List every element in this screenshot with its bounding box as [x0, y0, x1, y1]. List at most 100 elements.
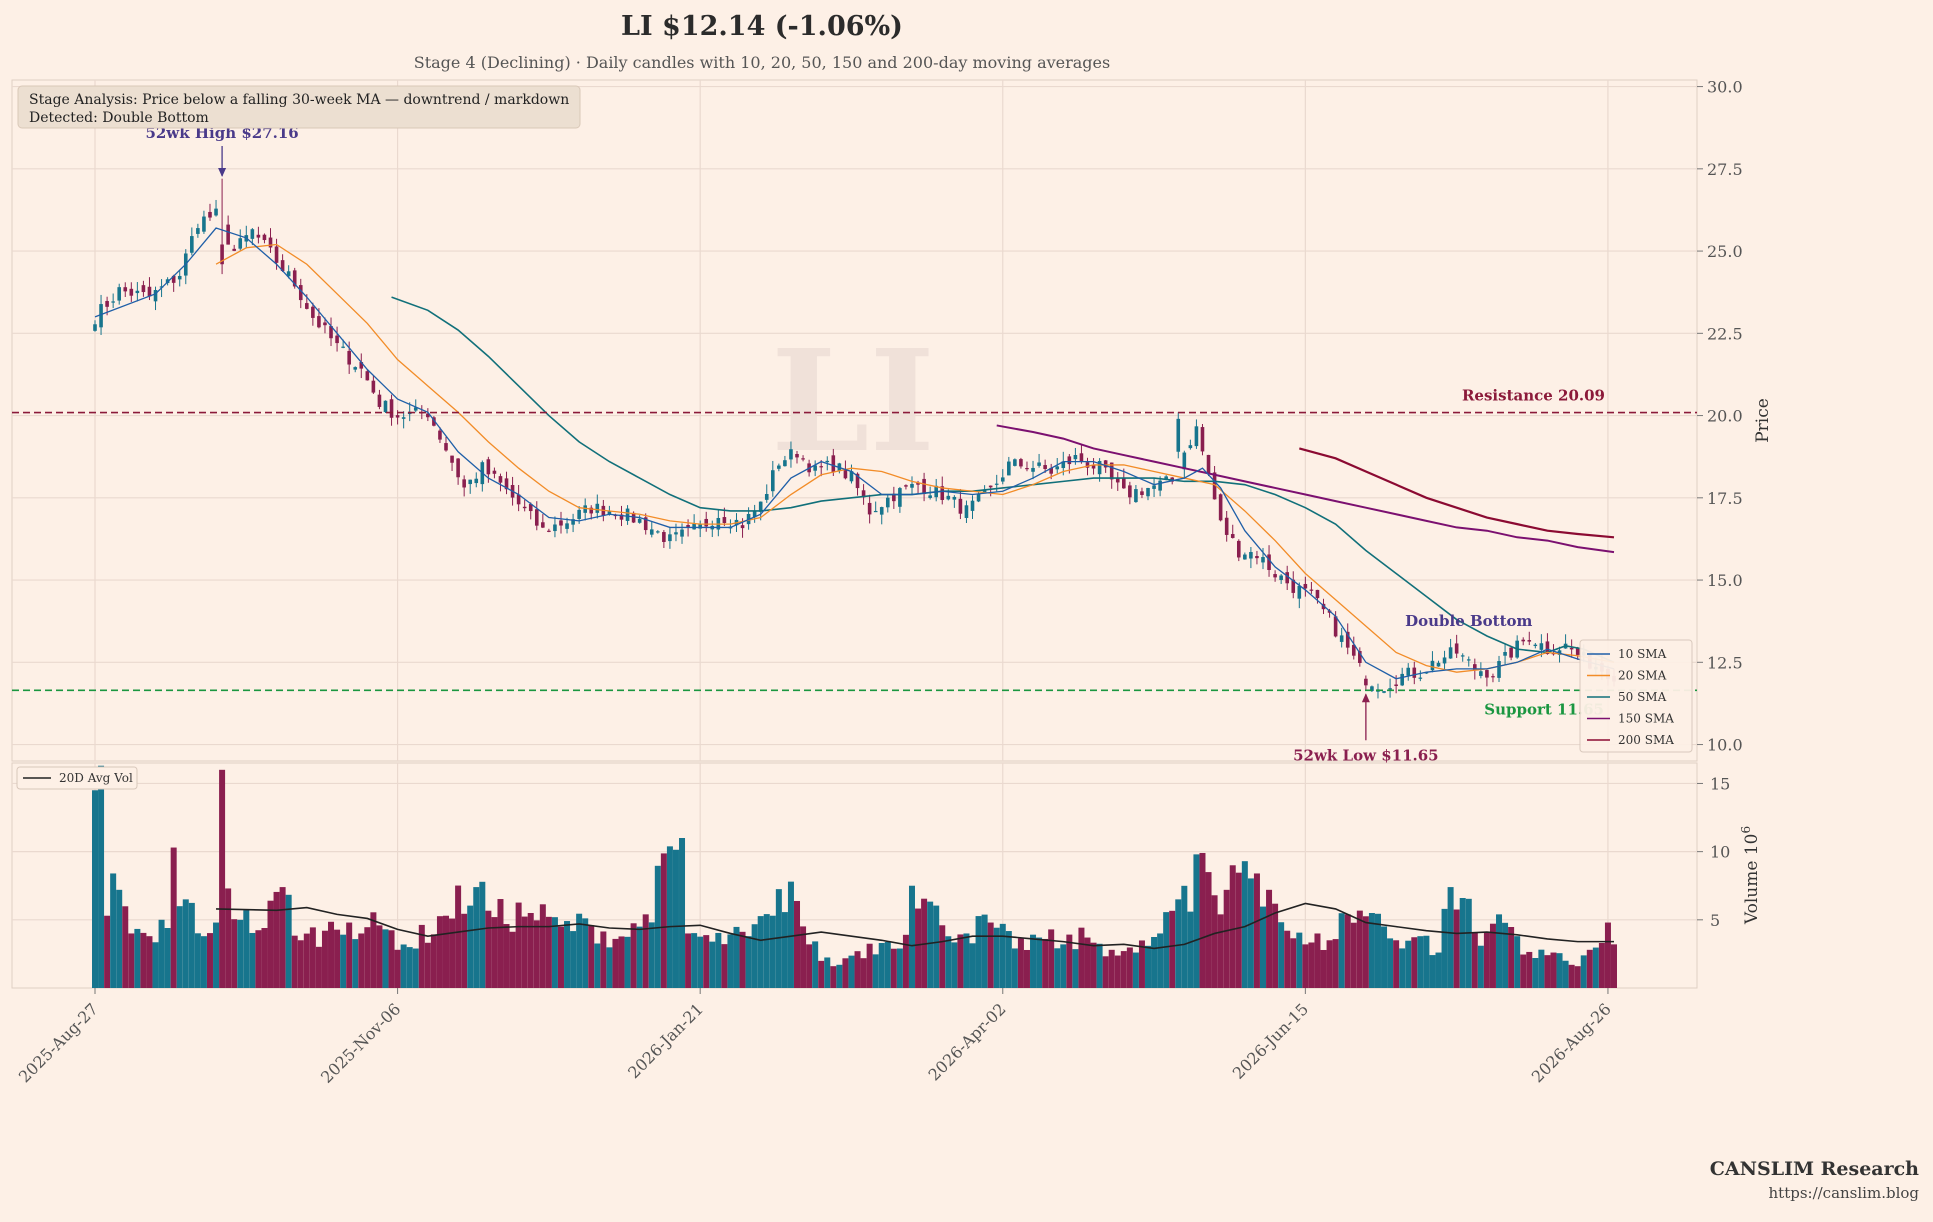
volume-bar: [340, 934, 347, 988]
price-axis-label: Price: [1753, 398, 1773, 443]
candle-body: [704, 518, 709, 527]
candle-body: [1394, 684, 1398, 687]
candle-body: [910, 483, 914, 488]
volume-bar: [818, 960, 825, 988]
volume-bar: [225, 888, 232, 988]
candle-body: [783, 460, 787, 467]
candle-body: [1188, 445, 1193, 449]
volume-bar: [1169, 910, 1176, 988]
volume-bar: [1447, 887, 1454, 988]
candle-body: [171, 275, 176, 283]
volume-bar: [642, 914, 649, 988]
volume-bar: [806, 944, 813, 988]
x-tick-label: 2026-Jan-21: [624, 999, 707, 1082]
volume-bar: [1477, 945, 1484, 988]
volume-bar: [1580, 955, 1587, 988]
price-tick-label: 27.5: [1707, 160, 1743, 179]
candle-body: [649, 529, 654, 535]
volume-bar: [1374, 913, 1381, 988]
candle-body: [1364, 678, 1368, 686]
volume-bar: [1562, 960, 1569, 988]
volume-bar: [1356, 910, 1363, 988]
volume-bar: [1314, 933, 1321, 988]
volume-bar: [1362, 916, 1369, 988]
volume-bar: [279, 887, 286, 988]
volume-bar: [878, 943, 885, 988]
candle-body: [831, 455, 836, 473]
volume-bar: [273, 891, 280, 988]
volume-bar: [745, 936, 752, 988]
volume-bar: [158, 919, 165, 988]
candle-body: [1569, 647, 1574, 650]
volume-bar: [624, 936, 631, 988]
volume-bar: [1302, 944, 1309, 988]
candle-body: [371, 380, 376, 393]
candle-body: [740, 525, 745, 529]
sma150-line: [996, 424, 1615, 554]
candle-body: [970, 500, 975, 511]
volume-bar: [231, 919, 238, 988]
brand-url[interactable]: https://canslim.blog: [1768, 1184, 1920, 1202]
candle-body: [1370, 686, 1374, 692]
volume-bar: [945, 936, 952, 988]
candle-body: [280, 260, 285, 272]
volume-bar: [110, 873, 117, 988]
candle-body: [607, 511, 612, 515]
volume-bar: [358, 933, 365, 988]
volume-bar: [1199, 852, 1206, 988]
candle-body: [220, 244, 224, 265]
candle-body: [202, 216, 206, 232]
candle-body: [1164, 476, 1168, 480]
volume-bar: [321, 930, 328, 988]
volume-bar: [1084, 937, 1091, 988]
candle-body: [377, 394, 382, 407]
volume-bar: [848, 955, 855, 988]
volume-bar: [975, 916, 982, 988]
candle-body: [1412, 667, 1417, 678]
candle-body: [1061, 461, 1066, 469]
volume-bar: [521, 916, 528, 988]
support-label: Support 11.65: [1484, 700, 1604, 718]
volume-bar: [1223, 889, 1230, 988]
volume-bar: [1483, 932, 1490, 988]
candle-body: [1454, 643, 1459, 654]
candle-body: [1333, 616, 1338, 637]
volume-bar: [170, 847, 177, 988]
volume-bar: [884, 941, 891, 988]
volume-bar: [249, 932, 256, 988]
price-tick-label: 15.0: [1707, 571, 1743, 590]
candle-body: [1521, 639, 1526, 642]
volume-bar: [890, 948, 897, 988]
candle-body: [1491, 676, 1495, 678]
volume-bar: [176, 906, 183, 988]
candle-body: [111, 301, 115, 303]
volume-bar: [691, 933, 698, 988]
volume-bar: [1344, 914, 1351, 988]
volume-bar: [134, 928, 141, 988]
volume-bar: [1253, 873, 1260, 988]
candle-body: [625, 508, 630, 521]
candle-body: [1533, 644, 1538, 647]
candle-body: [256, 234, 261, 238]
volume-bar: [200, 936, 207, 988]
candle-body: [504, 478, 509, 490]
candle-body: [885, 497, 890, 508]
volume-bar: [830, 966, 837, 988]
volume-bar: [551, 917, 558, 988]
volume-bar: [1036, 937, 1043, 988]
candle-body: [1339, 635, 1344, 642]
volume-bar: [152, 942, 159, 988]
candle-body: [335, 335, 339, 344]
candle-body: [1466, 659, 1471, 661]
candle-body: [873, 510, 878, 513]
volume-bar: [1163, 912, 1170, 988]
candle-body: [456, 458, 460, 478]
candle-body: [474, 478, 479, 484]
candle-body: [1115, 477, 1120, 483]
price-tick-label: 25.0: [1707, 242, 1743, 261]
candle-body: [1103, 460, 1108, 468]
candle-body: [789, 449, 793, 460]
candle-body: [1424, 672, 1429, 674]
volume-bar: [1368, 913, 1375, 988]
candle-body: [226, 224, 230, 245]
